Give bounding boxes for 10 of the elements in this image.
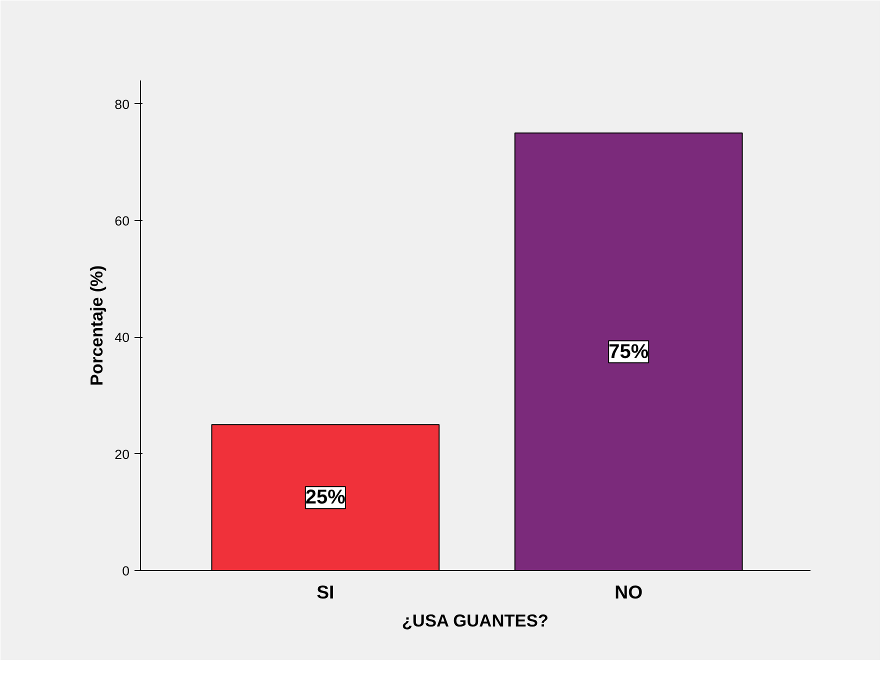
y-axis-title: Porcentaje (%) — [86, 265, 107, 386]
x-axis-title: ¿USA GUANTES? — [402, 610, 549, 630]
y-tick-label: 0 — [122, 564, 130, 578]
y-tick-label: 60 — [114, 214, 130, 228]
x-tick-label: NO — [614, 582, 643, 602]
y-tick-label: 40 — [114, 330, 130, 346]
data-label: 25% — [305, 486, 346, 509]
y-tick-label: 20 — [114, 446, 130, 462]
x-tick-label: SI — [316, 582, 334, 602]
y-tick-label: 80 — [114, 96, 130, 112]
